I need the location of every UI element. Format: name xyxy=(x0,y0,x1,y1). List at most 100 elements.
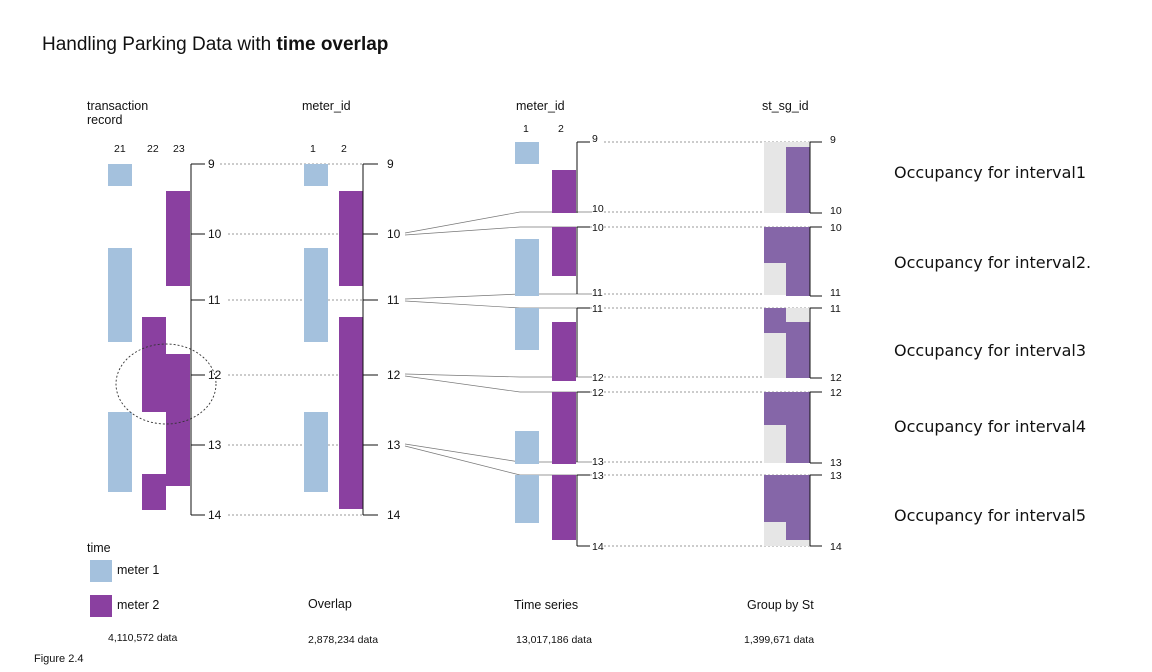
series-tick-14: 14 xyxy=(592,541,604,553)
series-axis-segments xyxy=(576,141,590,547)
series-col-2: 2 xyxy=(558,123,564,135)
overlap-tick-12: 12 xyxy=(387,368,401,382)
overlap-bars xyxy=(304,164,363,509)
series-tick-10b: 10 xyxy=(592,222,604,234)
series-bar-meter1 xyxy=(515,431,539,464)
group-footer: Group by St xyxy=(747,598,814,612)
series-bars xyxy=(515,142,576,540)
overlap-count: 2,878,234 data xyxy=(308,634,378,646)
series-bar-meter2 xyxy=(552,392,576,464)
series-bar-meter2 xyxy=(552,170,576,213)
record-bar-meter2 xyxy=(166,354,190,486)
series-bar-meter1 xyxy=(515,308,539,350)
series-bar-meter2 xyxy=(552,475,576,540)
group-occupied-block xyxy=(786,147,810,213)
group-blocks xyxy=(764,142,810,546)
record-tick-12: 12 xyxy=(208,368,222,382)
overlap-tick-10: 10 xyxy=(387,227,401,241)
group-tick-labels: 9 10 10 11 11 12 12 13 13 14 xyxy=(830,134,842,553)
group-tick-13: 13 xyxy=(830,457,842,469)
series-bar-meter1 xyxy=(515,239,539,296)
record-bar-meter2 xyxy=(142,474,166,510)
series-bar-meter2 xyxy=(552,227,576,276)
series-tick-11b: 11 xyxy=(592,303,603,315)
record-count: 4,110,572 data xyxy=(108,632,177,644)
series-bar-meter1 xyxy=(515,475,539,523)
series-header: meter_id xyxy=(516,99,565,113)
overlap-bar-meter1 xyxy=(304,248,328,342)
group-occupied-block xyxy=(764,308,810,378)
series-tick-12: 12 xyxy=(592,372,604,384)
record-bar-meter2 xyxy=(142,317,166,412)
record-tick-13: 13 xyxy=(208,438,222,452)
overlap-footer: Overlap xyxy=(308,597,352,611)
record-col-22: 22 xyxy=(147,143,159,155)
overlap-time-axis: 9 10 11 12 13 14 xyxy=(362,157,401,522)
record-bar-meter1 xyxy=(108,164,132,186)
group-axis-segments xyxy=(809,141,822,547)
legend-meter1-swatch xyxy=(90,560,112,582)
legend-title: time xyxy=(87,541,111,555)
series-footer: Time series xyxy=(514,598,578,612)
record-bar-meter1 xyxy=(108,248,132,342)
occupancy-label-interval4: Occupancy for interval4 xyxy=(894,417,1086,436)
group-occupied-block xyxy=(764,475,810,540)
occupancy-label-interval2: Occupancy for interval2. xyxy=(894,253,1091,272)
record-tick-9: 9 xyxy=(208,157,215,171)
series-tick-13b: 13 xyxy=(592,470,604,482)
group-tick-10: 10 xyxy=(830,205,842,217)
group-tick-9: 9 xyxy=(830,134,836,146)
record-header-line1: transaction xyxy=(87,99,148,113)
overlap-header: meter_id xyxy=(302,99,351,113)
occupancy-label-interval3: Occupancy for interval3 xyxy=(894,341,1086,360)
record-header-line2: record xyxy=(87,113,122,127)
overlap-tick-14: 14 xyxy=(387,508,401,522)
diagram-title: Handling Parking Data with time overlap xyxy=(42,34,388,55)
group-tick-12b: 12 xyxy=(830,387,842,399)
overlap-tick-9: 9 xyxy=(387,157,394,171)
overlap-bar-meter2 xyxy=(339,191,363,286)
record-tick-10: 10 xyxy=(208,227,222,241)
legend-meter2-swatch xyxy=(90,595,112,617)
record-col-21: 21 xyxy=(114,143,126,155)
record-time-axis: 9 10 11 12 13 14 xyxy=(190,157,222,522)
overlap-tick-13: 13 xyxy=(387,438,401,452)
group-header: st_sg_id xyxy=(762,99,809,113)
series-tick-10: 10 xyxy=(592,203,604,215)
figure-label: Figure 2.4 xyxy=(34,653,84,665)
group-tick-11: 11 xyxy=(830,287,841,299)
record-tick-11: 11 xyxy=(208,293,221,307)
group-tick-13b: 13 xyxy=(830,470,842,482)
overlap-col-2: 2 xyxy=(341,143,347,155)
group-tick-14: 14 xyxy=(830,541,842,553)
group-tick-12: 12 xyxy=(830,372,842,384)
legend-meter2-label: meter 2 xyxy=(117,598,159,612)
occupancy-label-interval5: Occupancy for interval5 xyxy=(894,506,1086,525)
series-bar-meter1 xyxy=(515,142,539,164)
overlap-bar-meter1 xyxy=(304,164,328,186)
group-tick-10b: 10 xyxy=(830,222,842,234)
series-bar-meter2 xyxy=(552,322,576,381)
overlap-col-1: 1 xyxy=(310,143,316,155)
overlap-highlight-ellipse xyxy=(115,343,217,425)
series-tick-13: 13 xyxy=(592,456,604,468)
overlap-bar-meter2 xyxy=(339,317,363,509)
record-bar-meter2 xyxy=(166,191,190,286)
series-col-1: 1 xyxy=(523,123,529,135)
series-tick-12b: 12 xyxy=(592,387,604,399)
series-count: 13,017,186 data xyxy=(516,634,592,646)
series-tick-11: 11 xyxy=(592,287,603,299)
occupancy-label-interval1: Occupancy for interval1 xyxy=(894,163,1086,182)
group-occupied-block xyxy=(764,392,810,463)
series-tick-labels: 9 10 10 11 11 12 12 13 13 14 xyxy=(592,133,604,553)
group-occupied-block xyxy=(764,227,810,296)
record-bar-meter1 xyxy=(108,412,132,492)
overlap-tick-11: 11 xyxy=(387,293,400,307)
group-count: 1,399,671 data xyxy=(744,634,814,646)
record-bars xyxy=(108,164,190,510)
record-col-23: 23 xyxy=(173,143,185,155)
record-tick-14: 14 xyxy=(208,508,222,522)
series-tick-9: 9 xyxy=(592,133,598,145)
overlap-bar-meter1 xyxy=(304,412,328,492)
